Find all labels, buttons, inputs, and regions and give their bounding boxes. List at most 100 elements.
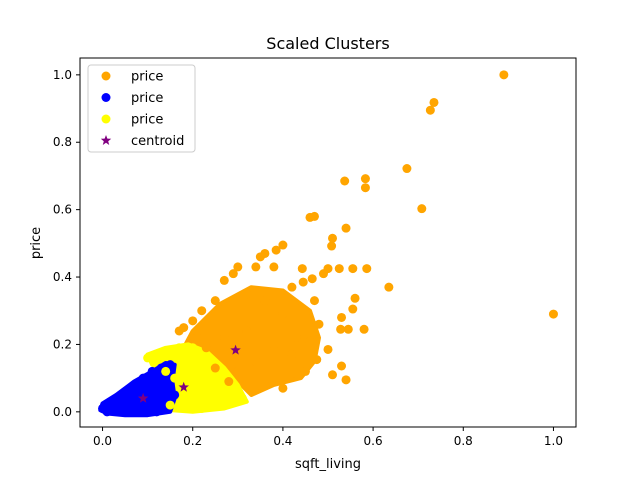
data-point [219, 275, 229, 285]
data-point [129, 380, 139, 390]
x-tick-label: 0.6 [364, 434, 383, 448]
data-point [197, 306, 207, 316]
data-point [219, 333, 229, 343]
data-point [328, 233, 338, 243]
data-point [402, 164, 412, 174]
data-point [314, 319, 324, 329]
data-point [102, 407, 112, 417]
data-point [360, 174, 370, 184]
data-point [278, 309, 288, 319]
legend-marker [100, 135, 112, 145]
data-point [260, 380, 270, 390]
data-point [161, 366, 171, 376]
data-point [348, 304, 358, 314]
data-point [179, 403, 189, 413]
data-point [359, 324, 369, 334]
data-point [334, 264, 344, 274]
data-point [251, 262, 261, 272]
centroid-marker [178, 381, 189, 392]
data-point [215, 397, 225, 407]
data-point [165, 400, 175, 410]
x-tick-label: 0.8 [454, 434, 473, 448]
data-point [300, 366, 310, 376]
legend-label: price [131, 113, 163, 128]
data-point [297, 264, 307, 274]
data-point [328, 370, 338, 380]
data-point [305, 336, 315, 346]
data-point [255, 252, 265, 262]
legend-marker [101, 93, 111, 102]
data-point [336, 324, 346, 334]
data-point [269, 262, 279, 272]
data-point [156, 377, 166, 387]
data-point [224, 377, 234, 387]
data-point [340, 176, 350, 186]
y-tick-label: 0.8 [53, 135, 72, 149]
data-point [499, 70, 509, 80]
y-tick-label: 0.4 [53, 270, 72, 284]
x-tick-label: 0.0 [93, 434, 112, 448]
legend-box [87, 64, 196, 153]
data-point [206, 383, 216, 393]
data-point [291, 333, 301, 343]
data-point [233, 262, 243, 272]
data-point [341, 223, 351, 233]
data-point [548, 309, 558, 319]
data-point [120, 387, 130, 397]
data-point [188, 343, 198, 353]
data-point [287, 282, 297, 292]
legend-marker [101, 114, 111, 124]
data-point [233, 366, 243, 376]
y-tick-label: 0.6 [53, 203, 72, 217]
data-point [174, 326, 184, 336]
x-tick-label: 1.0 [544, 434, 563, 448]
data-point [269, 339, 279, 349]
data-point [350, 293, 360, 303]
legend-label: price [131, 91, 163, 106]
centroid-marker [137, 392, 149, 403]
data-point [251, 356, 261, 366]
x-tick-label: 0.2 [183, 434, 202, 448]
data-point [348, 264, 358, 274]
data-point [312, 355, 322, 365]
data-point [287, 350, 297, 360]
data-point [183, 366, 193, 376]
data-point [271, 245, 281, 255]
data-point [237, 393, 247, 403]
data-point [188, 316, 198, 326]
data-point [242, 289, 252, 299]
data-point [152, 350, 162, 360]
data-point [152, 407, 162, 417]
chart-title: Scaled Clusters [266, 34, 389, 53]
data-point [318, 269, 328, 279]
data-point [384, 282, 394, 292]
data-point [165, 346, 175, 356]
data-point [278, 383, 288, 393]
legend: price price price centroid [87, 64, 196, 153]
data-point [341, 375, 351, 385]
data-point [147, 366, 157, 376]
data-point [192, 333, 202, 343]
data-point [417, 204, 427, 214]
legend-marker [101, 71, 111, 81]
data-point [147, 383, 157, 393]
data-point [143, 353, 153, 363]
data-point [125, 400, 135, 410]
data-point [125, 407, 135, 417]
data-point [278, 240, 288, 250]
centroid-marker [230, 344, 241, 355]
x-axis-label: sqft_living [295, 457, 361, 472]
data-points-layer [98, 70, 558, 417]
data-point [327, 241, 337, 251]
data-point [309, 296, 319, 306]
data-point [228, 269, 238, 279]
data-point [362, 264, 372, 274]
data-point [170, 373, 180, 383]
legend-label: price [131, 70, 163, 85]
y-tick-label: 0.0 [53, 405, 72, 419]
axis-ticks: 0.0 0.2 0.4 0.6 0.8 1.0 0.0 0.2 0.4 0.6 0.8 1.0 [53, 68, 563, 448]
data-point [107, 400, 117, 410]
data-point [323, 344, 333, 354]
data-point [425, 105, 435, 115]
